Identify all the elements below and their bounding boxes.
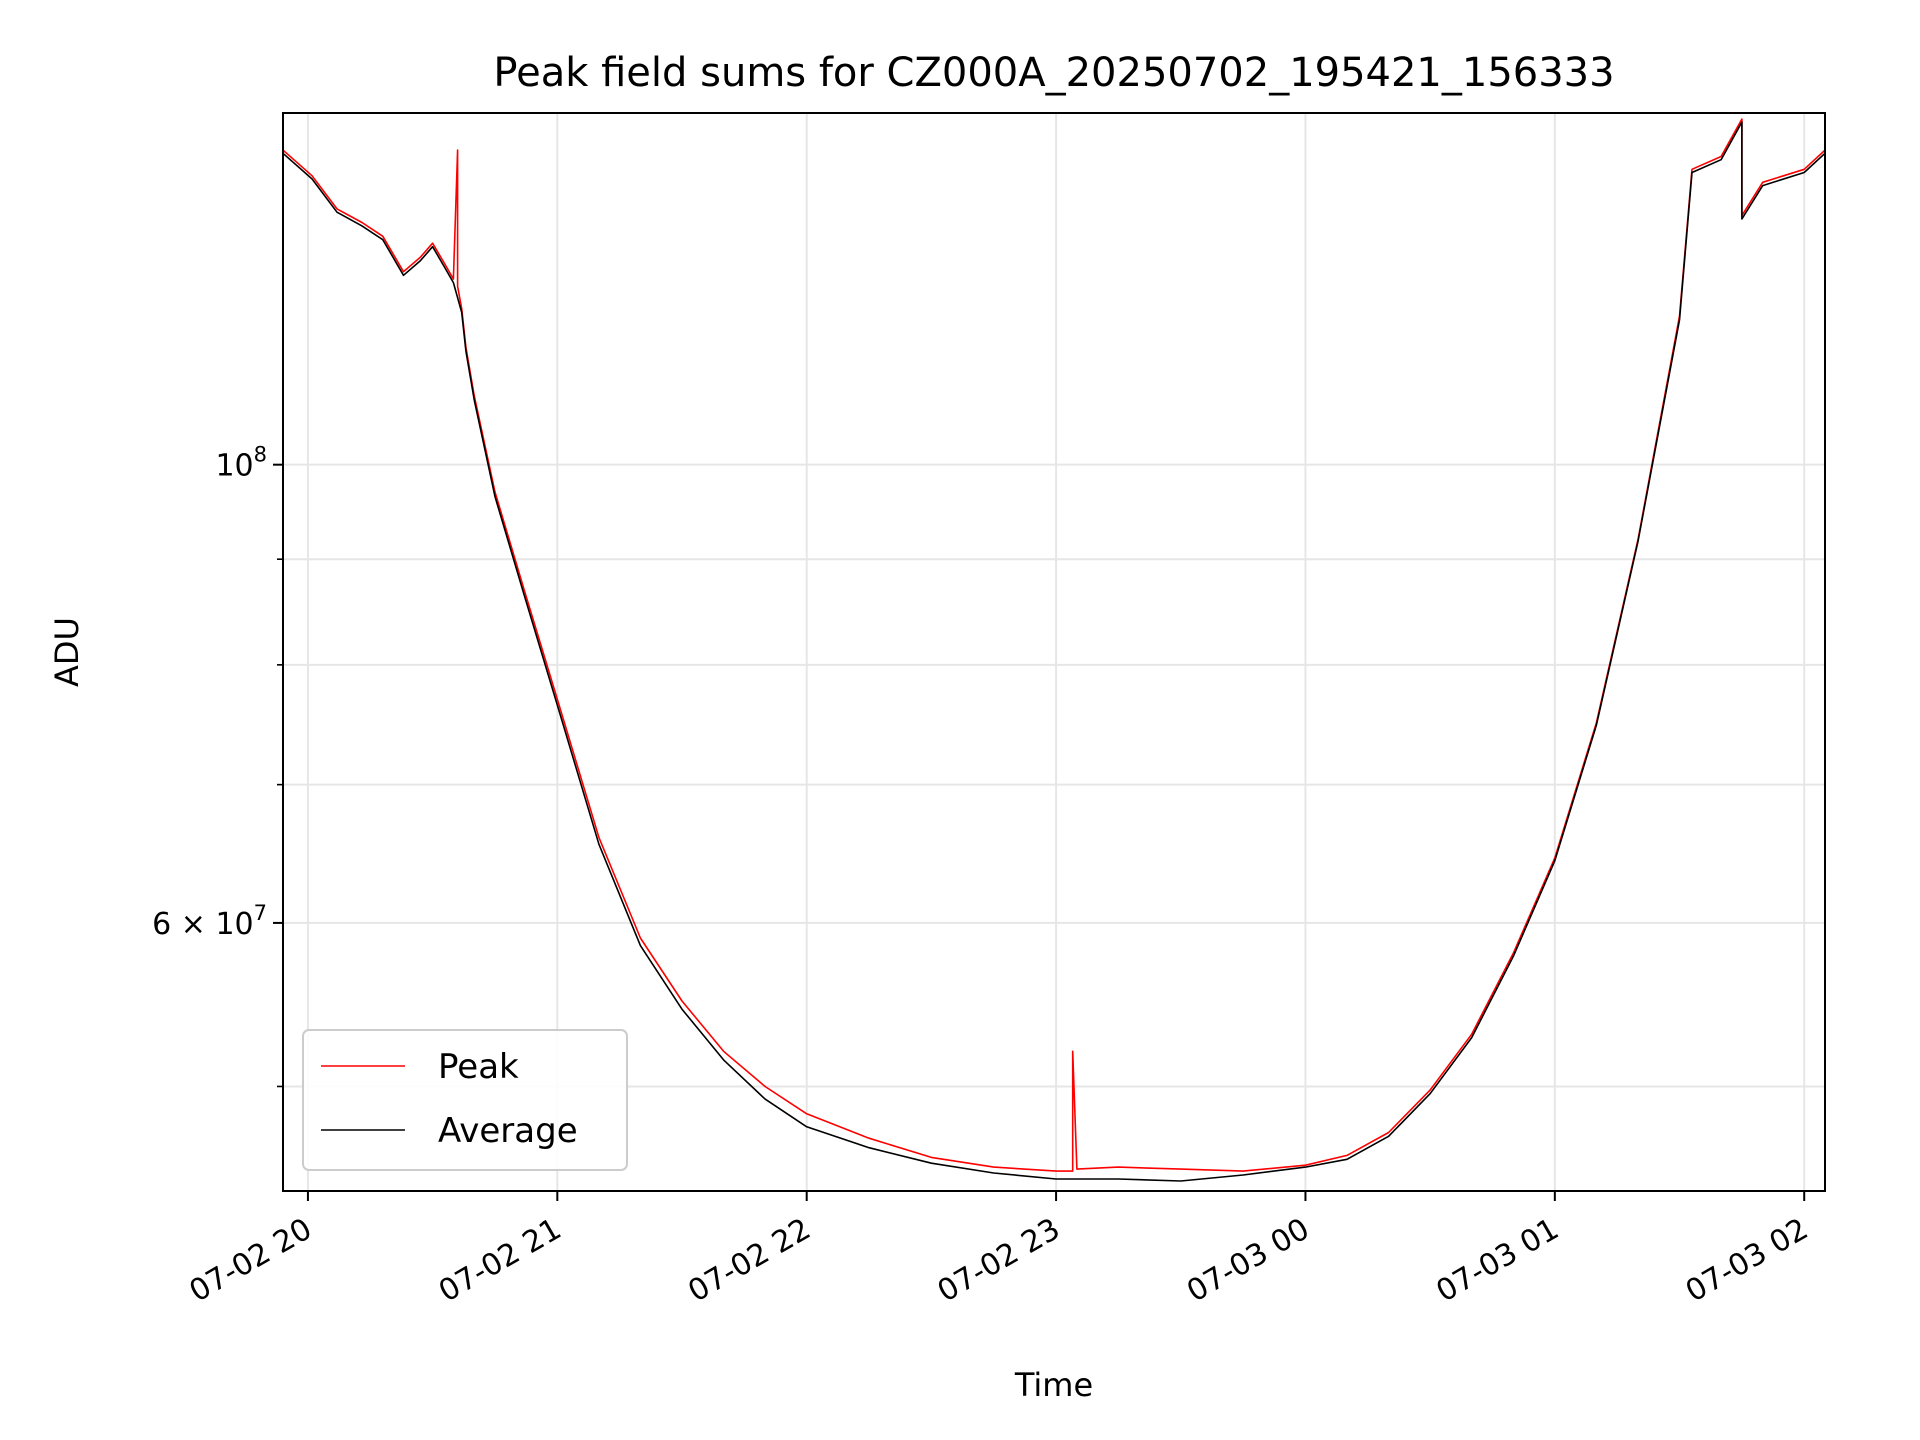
legend: Peak Average [302,1029,628,1171]
series-line-average [283,121,1825,1182]
legend-label-peak: Peak [438,1047,519,1087]
legend-label-average: Average [438,1111,578,1151]
legend-box [302,1029,628,1171]
plot-frame [282,112,1826,1192]
y-tick-label: 108 [215,443,267,484]
y-axis: 108 6 × 107 [152,443,283,1088]
chart-title: Peak field sums for CZ000A_20250702_1954… [493,50,1614,96]
y-tick-label: 6 × 107 [152,901,267,942]
y-axis-label: ADU [48,617,86,687]
series-group [283,118,1825,1182]
x-axis-label: Time [1014,1366,1093,1404]
